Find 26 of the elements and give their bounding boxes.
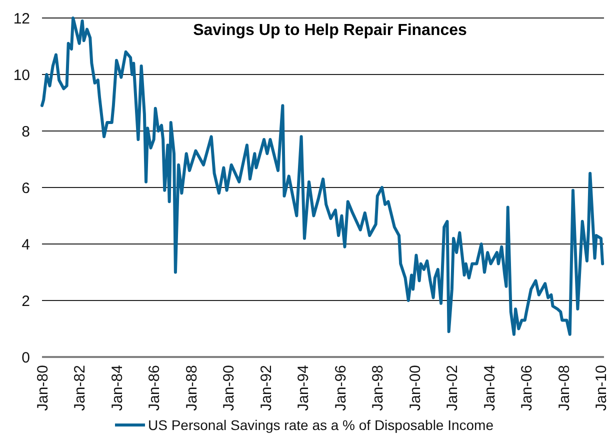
x-tick-label: Jan-10 <box>593 365 610 411</box>
x-tick-label: Jan-04 <box>481 365 498 411</box>
y-tick-label: 10 <box>13 66 30 84</box>
x-tick-label: Jan-08 <box>556 365 573 411</box>
y-tick-label: 4 <box>22 236 30 254</box>
x-tick-label: Jan-88 <box>183 365 200 411</box>
x-tick-label: Jan-84 <box>108 365 126 411</box>
x-tick-label: Jan-06 <box>518 365 536 411</box>
x-tick-label: Jan-80 <box>34 365 52 411</box>
line-series <box>40 16 604 336</box>
x-tick-label: Jan-90 <box>220 365 238 411</box>
y-tick-label: 8 <box>22 123 30 140</box>
x-tick-label: Jan-86 <box>146 365 164 411</box>
y-tick-label: 2 <box>22 292 30 310</box>
chart-title: Savings Up to Help Repair Finances <box>193 22 468 39</box>
y-tick-label: 0 <box>22 349 30 366</box>
y-tick-label: 6 <box>22 180 30 197</box>
legend-label: US Personal Savings rate as a % of Disposable Income <box>148 417 494 433</box>
x-tick-label: Jan-96 <box>332 365 350 411</box>
x-tick-label: Jan-02 <box>444 365 462 411</box>
x-tick-label: Jan-94 <box>295 365 312 411</box>
x-tick-label: Jan-98 <box>370 365 387 411</box>
y-tick-label: 12 <box>13 10 30 28</box>
x-tick-label: Jan-92 <box>258 365 275 411</box>
x-tick-label: Jan-00 <box>406 365 424 411</box>
x-tick-label: Jan-82 <box>72 365 89 411</box>
